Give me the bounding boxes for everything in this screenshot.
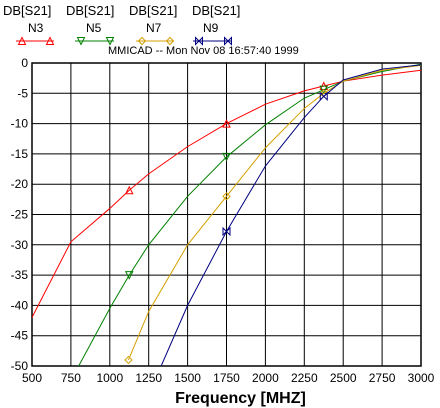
legend-marker-n5 [105, 37, 115, 46]
data-marker-n3 [124, 185, 134, 195]
legend-marker-n9 [195, 36, 203, 46]
x-tick-label: 1000 [96, 371, 123, 385]
x-tick-label: 3000 [408, 371, 435, 385]
x-tick-label: 2750 [369, 371, 396, 385]
series-n5 [78, 63, 421, 366]
x-tick-label: 2000 [252, 371, 279, 385]
data-marker-n5 [222, 152, 231, 162]
x-tick-label: 750 [61, 371, 81, 385]
series-label-1: DB[S21] [3, 3, 52, 18]
legend-marker-n7 [165, 36, 175, 46]
x-tick-label: 1750 [213, 371, 240, 385]
y-tick-label: -10 [11, 117, 29, 131]
series-n7 [124, 64, 421, 365]
data-marker-n5 [319, 85, 329, 95]
y-tick-label: 0 [21, 56, 28, 70]
legend-marker-n3 [45, 36, 55, 45]
timestamp-text: MMICAD -- Mon Nov 08 16:57:40 1999 [108, 45, 299, 57]
data-marker-n7 [124, 355, 133, 365]
legend-label-n3: N3 [28, 21, 44, 35]
series-line-n5 [78, 63, 421, 366]
legend-label-n9: N9 [203, 21, 219, 35]
series-label-3: DB[S21] [129, 3, 178, 18]
data-marker-n7 [222, 192, 231, 201]
x-axis-label: Frequency [MHZ] [175, 390, 306, 407]
y-tick-label: -5 [17, 86, 28, 100]
legend-marker-n5 [76, 37, 86, 46]
data-marker-n9 [222, 226, 231, 237]
y-tick-label: -35 [11, 268, 29, 282]
x-tick-label: 500 [22, 371, 42, 385]
plot-frame [31, 62, 422, 367]
y-tick-label: -20 [11, 177, 29, 191]
series-line-n7 [128, 64, 421, 361]
x-tick-label: 1250 [135, 371, 162, 385]
legend-marker-n3 [17, 36, 27, 45]
legend-marker-n9 [224, 36, 232, 46]
legend-marker-n7 [137, 36, 147, 46]
legend-label-n5: N5 [86, 21, 102, 35]
legend-label-n7: N7 [146, 21, 162, 35]
series-label-2: DB[S21] [66, 3, 115, 18]
data-marker-n3 [222, 118, 231, 128]
y-tick-label: -45 [11, 329, 29, 343]
y-tick-label: -30 [11, 238, 29, 252]
y-tick-label: -40 [11, 298, 29, 312]
series-n9 [160, 64, 421, 366]
y-tick-label: -50 [11, 359, 29, 373]
data-marker-n5 [124, 271, 134, 280]
x-tick-label: 2500 [330, 371, 357, 385]
y-tick-label: -15 [11, 147, 29, 161]
y-tick-label: -25 [11, 208, 29, 222]
x-tick-label: 1500 [174, 371, 201, 385]
series-line-n9 [160, 64, 421, 366]
x-tick-label: 2250 [291, 371, 318, 385]
data-marker-n9 [319, 91, 328, 102]
series-label-4: DB[S21] [192, 3, 241, 18]
